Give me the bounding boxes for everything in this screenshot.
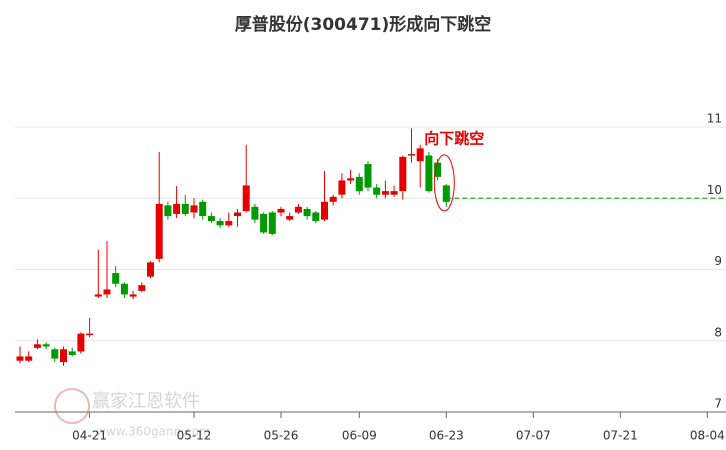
candle-body bbox=[207, 216, 215, 222]
x-tick-label: 07-21 bbox=[603, 429, 638, 443]
x-tick-label: 05-26 bbox=[264, 429, 299, 443]
candle-body bbox=[16, 356, 24, 361]
candle-body bbox=[51, 349, 59, 359]
candle-body bbox=[86, 333, 94, 336]
candle-body bbox=[129, 294, 137, 297]
candle-body bbox=[147, 262, 154, 277]
candle-body bbox=[103, 289, 111, 295]
candle-body bbox=[138, 285, 146, 291]
candle-body bbox=[77, 333, 85, 352]
watermark-url: www.360gann.com bbox=[96, 425, 211, 439]
x-tick-label: 08-04 bbox=[690, 429, 725, 443]
y-tick-label: 11 bbox=[707, 112, 722, 126]
x-tick-label: 07-07 bbox=[516, 429, 551, 443]
y-tick-label: 10 bbox=[707, 183, 722, 197]
candle-body bbox=[425, 155, 433, 192]
candle-body bbox=[190, 205, 198, 213]
y-tick-label: 7 bbox=[714, 397, 722, 411]
chart-title: 厚普股份(300471)形成向下跳空 bbox=[235, 14, 492, 35]
candle-body bbox=[338, 180, 346, 195]
y-tick-label: 8 bbox=[714, 325, 722, 339]
candle-body bbox=[277, 208, 285, 213]
candle-body bbox=[434, 162, 442, 177]
gap-highlight bbox=[433, 154, 455, 212]
candle-body bbox=[242, 185, 250, 212]
candle-body bbox=[234, 212, 241, 217]
annotation: 向下跳空 bbox=[424, 130, 484, 148]
candle-body bbox=[260, 213, 268, 233]
candle-body bbox=[112, 273, 120, 284]
x-tick-label: 04-21 bbox=[72, 429, 107, 443]
candle-body bbox=[408, 154, 415, 156]
candle-body bbox=[399, 156, 407, 192]
candle-body bbox=[42, 344, 50, 347]
candle-body bbox=[347, 178, 355, 181]
candle-body bbox=[94, 294, 102, 297]
candle-body bbox=[321, 201, 328, 220]
candle-body bbox=[25, 356, 33, 361]
candle-body bbox=[294, 206, 302, 213]
candle-body bbox=[173, 203, 181, 214]
candle-body bbox=[199, 201, 207, 217]
x-tick-label: 05-12 bbox=[177, 429, 212, 443]
candle-body bbox=[442, 185, 450, 202]
candle-body bbox=[329, 196, 337, 202]
candle-body bbox=[181, 203, 189, 214]
candle-body bbox=[373, 187, 381, 195]
y-tick-label: 9 bbox=[714, 254, 722, 268]
candle-body bbox=[416, 148, 424, 162]
candle-body bbox=[355, 176, 363, 192]
watermark-text: 赢家江恩软件 bbox=[92, 390, 200, 412]
watermark: 赢家江恩软件 www.360gann.com bbox=[54, 388, 211, 439]
candle-body bbox=[390, 191, 398, 195]
candle-body bbox=[364, 164, 372, 188]
candle-body bbox=[303, 208, 311, 217]
candle-body bbox=[164, 205, 172, 217]
x-tick-label: 06-23 bbox=[429, 429, 464, 443]
candle-body bbox=[33, 344, 41, 348]
watermark-logo bbox=[54, 388, 90, 424]
candle-body bbox=[120, 283, 128, 295]
candle-body bbox=[225, 221, 233, 226]
candle-body bbox=[312, 212, 320, 222]
candle-body bbox=[155, 203, 163, 259]
candle-body bbox=[251, 206, 259, 220]
x-tick-label: 06-09 bbox=[342, 429, 377, 443]
candle-body bbox=[216, 221, 224, 226]
candle-body bbox=[286, 216, 294, 220]
candle-body bbox=[268, 212, 276, 234]
candle-body bbox=[68, 351, 76, 355]
candle-body bbox=[60, 349, 67, 363]
candle-body bbox=[381, 191, 389, 195]
